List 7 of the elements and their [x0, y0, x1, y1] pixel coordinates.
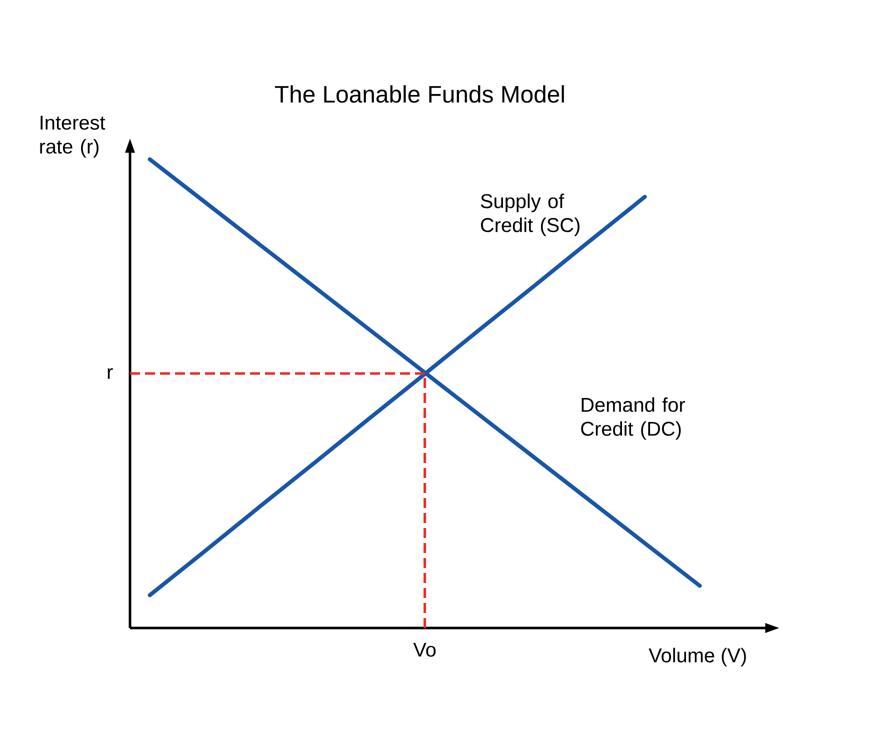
series-label: Supply of Credit (SC): [480, 194, 580, 236]
y-axis-title: Interest rate (r): [40, 116, 106, 158]
text: Demand for Credit (DC): [581, 397, 685, 440]
x-axis-title: Volume (V): [648, 648, 746, 666]
text: Vo: [413, 642, 436, 657]
chart-title: The Loanable Funds Model: [274, 85, 564, 103]
ref-line-label: r: [108, 368, 113, 379]
